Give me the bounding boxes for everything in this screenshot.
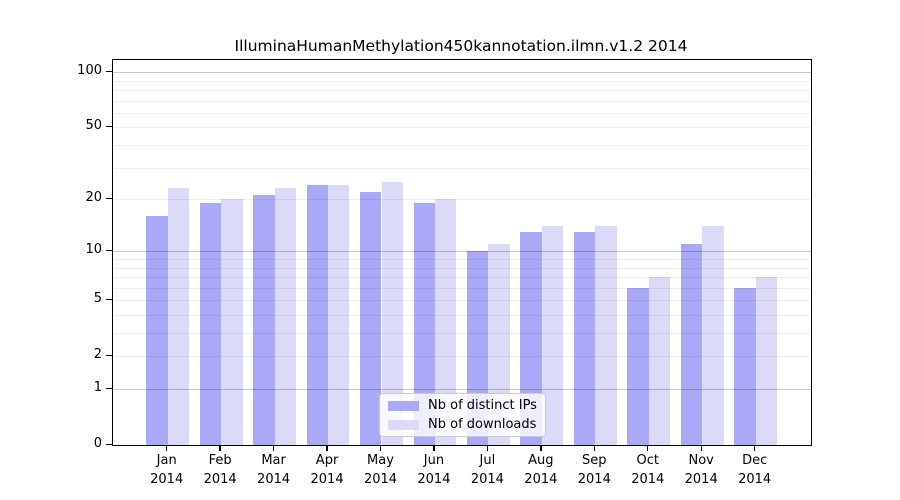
y-tick-mark [106,249,112,252]
bar-distinct-ips [413,203,435,445]
x-tick-label: Jun 2014 [402,451,466,489]
y-tick-label: 50 [85,118,102,134]
plot-area: Nb of distinct IPs Nb of downloads [112,59,812,446]
bar-distinct-ips [199,203,222,445]
y-tick-label: 10 [85,242,102,258]
bar-distinct-ips [734,287,756,445]
x-tick-mark [272,445,275,452]
x-tick-year: 2014 [631,472,665,487]
bar-downloads [328,184,350,445]
bar-distinct-ips [520,231,542,445]
y-tick-mark [106,443,112,445]
y-tick-mark [106,125,112,128]
bar-downloads [702,226,724,445]
bar-downloads [541,226,564,445]
bar-downloads [381,181,403,445]
legend: Nb of distinct IPs Nb of downloads [379,393,546,437]
chart-title: IlluminaHumanMethylation450kannotation.i… [234,37,688,55]
bar-distinct-ips [306,184,329,445]
x-tick-label: Feb 2014 [188,451,252,489]
y-tick-mark [106,298,112,301]
bar-distinct-ips [360,191,382,445]
x-tick-mark [166,445,168,452]
x-tick-month: Apr [315,453,339,468]
x-tick-label: Jan 2014 [135,451,199,489]
x-tick-mark [647,445,649,452]
legend-swatch-downloads [388,419,419,430]
bar-distinct-ips [253,195,275,445]
legend-label-downloads: Nb of downloads [428,417,537,432]
x-tick-month: Jan [156,453,177,468]
y-tick-mark [106,354,112,357]
x-tick-mark [593,445,595,452]
x-tick-mark [753,445,756,452]
x-tick-year: 2014 [257,472,291,487]
x-tick-mark [540,445,542,452]
x-tick-mark [219,445,221,452]
x-tick-year: 2014 [310,472,344,487]
x-tick-year: 2014 [684,472,718,487]
x-tick-year: 2014 [363,472,398,487]
x-tick-month: Jul [479,453,496,468]
bar-distinct-ips [627,287,649,445]
x-tick-label: Sep 2014 [562,451,626,489]
x-tick-month: May [367,453,394,468]
x-tick-mark [379,445,382,452]
x-tick-mark [700,445,702,452]
y-tick-label: 1 [93,380,102,395]
x-tick-label: Aug 2014 [509,451,573,489]
x-tick-month: Aug [528,453,554,468]
bar-downloads [755,277,778,445]
y-tick-label: 100 [77,63,102,79]
x-tick-month: Mar [261,453,286,468]
bar-downloads [274,188,296,445]
bar-distinct-ips [146,216,168,445]
bar-downloads [434,199,457,445]
x-tick-year: 2014 [470,472,504,487]
x-tick-year: 2014 [577,472,611,487]
x-tick-year: 2014 [738,472,772,487]
bar-downloads [167,188,190,445]
bar-distinct-ips [680,244,703,445]
x-tick-label: Nov 2014 [669,451,733,489]
y-tick-mark [106,70,112,73]
x-tick-mark [486,445,489,452]
legend-row-downloads: Nb of downloads [388,415,537,434]
bar-downloads [648,277,671,445]
x-tick-year: 2014 [150,472,184,487]
x-tick-label: Oct 2014 [616,451,680,489]
x-tick-label: Apr 2014 [295,451,359,489]
x-tick-label: Mar 2014 [242,451,306,489]
bar-downloads [595,226,617,445]
x-tick-label: May 2014 [349,451,413,489]
x-tick-month: Dec [742,453,768,468]
y-tick-mark [106,387,112,389]
x-tick-year: 2014 [417,472,451,487]
x-tick-label: Jul 2014 [455,451,519,489]
x-tick-year: 2014 [203,472,237,487]
y-tick-mark [106,197,112,199]
y-tick-label: 2 [93,347,102,363]
legend-swatch-distinct-ips [388,400,419,411]
x-tick-year: 2014 [524,472,558,487]
legend-row-distinct-ips: Nb of distinct IPs [388,396,537,415]
y-tick-label: 0 [93,436,102,451]
bars-layer [113,60,811,445]
legend-label-distinct-ips: Nb of distinct IPs [428,398,537,413]
x-tick-month: Nov [688,453,714,468]
x-tick-label: Dec 2014 [723,451,787,489]
x-tick-mark [433,445,435,452]
y-tick-label: 5 [93,291,102,307]
bar-downloads [221,199,243,445]
x-tick-month: Sep [582,453,607,468]
x-tick-mark [326,445,328,452]
x-tick-month: Feb [208,453,232,468]
y-tick-label: 20 [85,190,102,206]
x-tick-month: Oct [636,453,659,468]
bar-distinct-ips [573,231,596,445]
x-tick-month: Jun [423,453,445,468]
